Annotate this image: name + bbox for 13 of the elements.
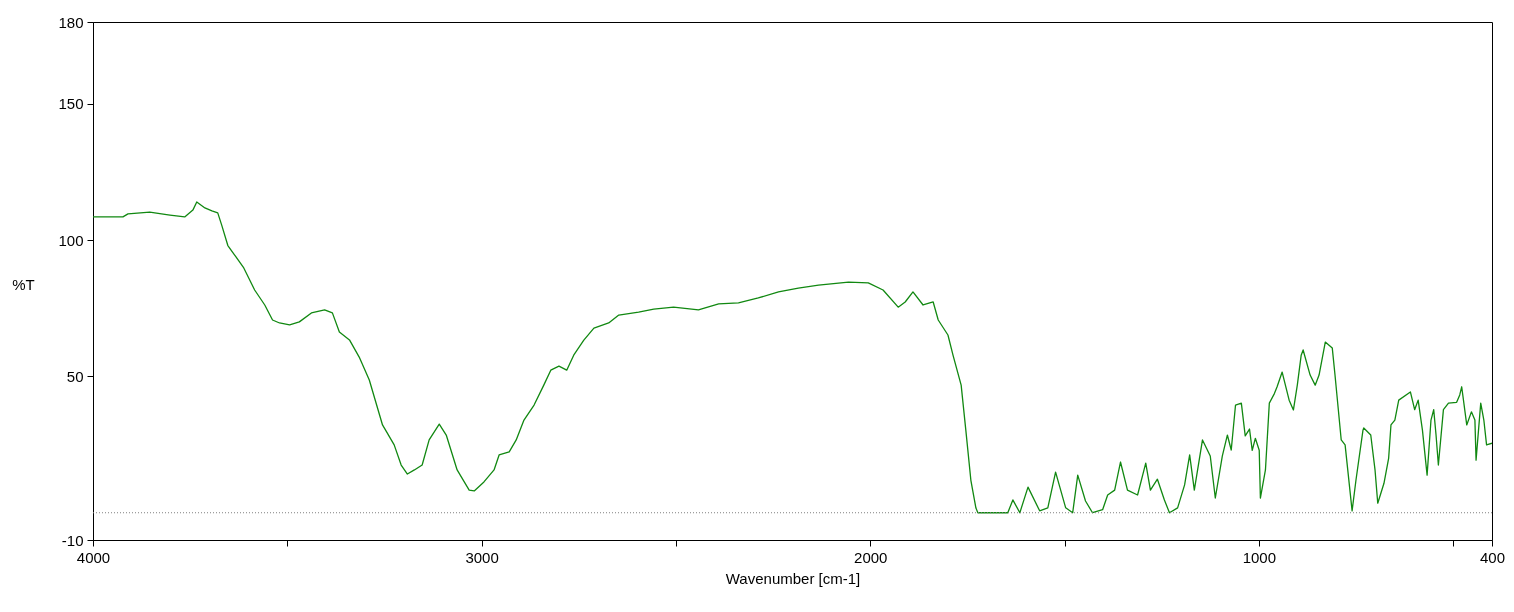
y-tick-label: 100 bbox=[58, 231, 84, 249]
y-tick-label: -10 bbox=[61, 531, 84, 549]
line-series bbox=[93, 201, 1492, 514]
x-tick-label: 4000 bbox=[76, 548, 111, 566]
y-tick-label: 50 bbox=[66, 367, 84, 385]
x-tick-label: 2000 bbox=[854, 548, 888, 566]
x-tick-label: 400 bbox=[1479, 548, 1506, 566]
y-axis-title: %T bbox=[12, 275, 35, 293]
x-tick-label: 1000 bbox=[1242, 548, 1277, 566]
y-tick-label: 180 bbox=[58, 13, 84, 31]
x-tick-label: 3000 bbox=[465, 548, 499, 566]
y-tick-label: 150 bbox=[58, 95, 84, 113]
x-axis-title: Wavenumber [cm-1] bbox=[725, 569, 861, 587]
